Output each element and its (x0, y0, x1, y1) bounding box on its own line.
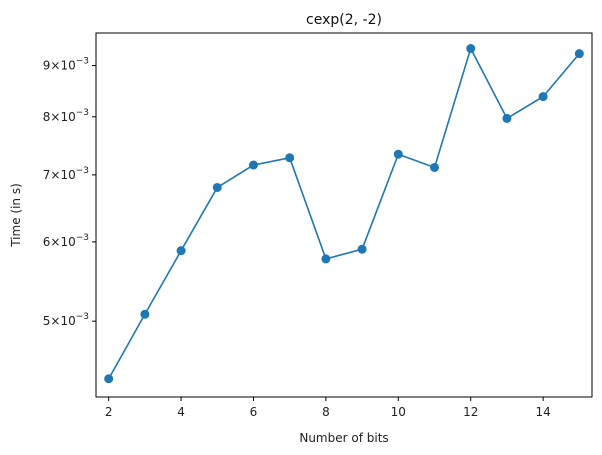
data-point (357, 244, 367, 254)
y-tick-label-mantissa: 5×10 (43, 314, 76, 328)
data-point (140, 309, 150, 319)
y-tick-label-mantissa: 8×10 (43, 110, 76, 124)
x-axis-ticks: 2 4 6 8 10 12 14 (105, 397, 551, 419)
data-point (538, 92, 548, 102)
data-point (176, 246, 186, 256)
chart-title: cexp(2, -2) (306, 12, 382, 28)
x-tick-label: 6 (250, 405, 258, 419)
y-tick-label: 6×10−3 (43, 233, 89, 249)
x-tick-label: 8 (322, 405, 330, 419)
y-tick-label-exponent: −3 (76, 312, 89, 322)
y-tick-label-mantissa: 9×10 (43, 59, 76, 73)
data-point (321, 254, 331, 264)
data-point (104, 374, 114, 384)
y-tick-label: 8×10−3 (43, 108, 89, 124)
y-tick-label-mantissa: 7×10 (43, 168, 76, 182)
y-tick-label-exponent: −3 (76, 57, 89, 67)
data-point (393, 149, 403, 159)
y-tick-label-exponent: −3 (76, 166, 89, 176)
y-tick-label-exponent: −3 (76, 108, 89, 118)
x-tick-label: 4 (177, 405, 185, 419)
data-point (430, 162, 440, 172)
x-tick-label: 2 (105, 405, 113, 419)
y-axis-ticks: 5×10−36×10−37×10−38×10−39×10−3 (43, 57, 96, 328)
x-tick-label: 14 (535, 405, 550, 419)
y-tick-label-mantissa: 6×10 (43, 235, 76, 249)
x-tick-label: 10 (391, 405, 406, 419)
plot-area-frame (95, 32, 593, 398)
y-axis-label: Time (in s) (9, 183, 23, 248)
y-tick-label: 5×10−3 (43, 312, 89, 328)
series-group (104, 44, 584, 384)
y-tick-label: 7×10−3 (43, 166, 89, 182)
data-point (574, 49, 584, 59)
y-tick-label-exponent: −3 (76, 233, 89, 243)
data-point (466, 44, 476, 54)
y-tick-label: 9×10−3 (43, 57, 89, 73)
data-point (248, 160, 258, 170)
data-point (285, 153, 295, 163)
data-point (212, 182, 222, 192)
x-tick-label: 12 (463, 405, 478, 419)
series-line (107, 46, 580, 380)
data-point (502, 113, 512, 123)
x-axis-label: Number of bits (299, 431, 388, 445)
